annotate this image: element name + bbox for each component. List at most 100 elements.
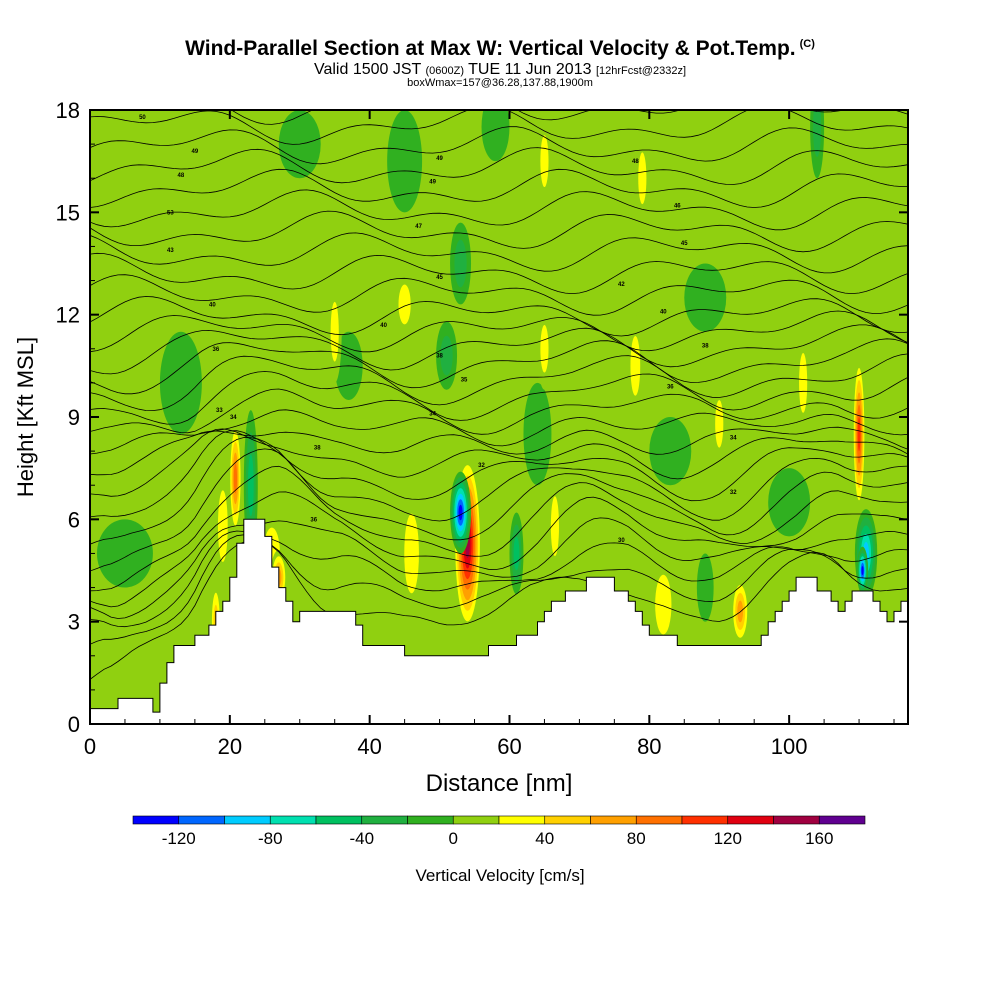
w-contour-band [454,239,467,288]
theta-contour [90,252,908,295]
w-contour-band [630,335,641,396]
contour-label: 47 [415,224,422,230]
colorbar-swatch [590,815,637,825]
w-contour-band [458,504,463,521]
w-cell [399,485,425,622]
contour-label: 49 [429,180,436,186]
w-contour-band [159,331,202,435]
contour-label: 36 [667,384,674,390]
plot-area: 50 49 48 53 43 40 36 33 34 38 36 49 49 47 45 40 38 35 34 32… [89,63,909,725]
contour-label: 33 [216,408,223,414]
chart-subtitle: Valid 1500 JST (0600Z) TUE 11 Jun 2013 [… [313,61,686,78]
w-contour-band [481,110,510,162]
w-cell [712,382,727,465]
contour-label: 48 [632,159,639,165]
w-contour-band [813,110,822,157]
w-cell [810,110,825,179]
w-contour-band [440,335,453,376]
w-contour-band [866,229,895,332]
w-cell [558,229,601,298]
w-contour-band [398,284,411,325]
w-cell [509,512,524,595]
w-cell [768,468,811,537]
w-contour-band [540,135,549,188]
contour-label: 34 [230,415,237,421]
w-cell [450,471,472,554]
w-contour-band [684,263,727,332]
contour-label: 40 [209,302,216,308]
colorbar-swatch [269,815,317,825]
y-tick-label: 9 [68,405,80,430]
w-cell [537,116,552,206]
y-tick-label: 15 [56,200,80,225]
contour-label: 49 [436,156,443,162]
contour-label: 32 [478,463,485,469]
contour-label: 30 [618,538,625,544]
w-contour-band [696,553,714,622]
terrain-mask [90,518,908,724]
w-contour-band [404,513,419,594]
contour-label: 42 [618,282,625,288]
contour-label: 35 [461,377,468,383]
colorbar-swatch [544,815,591,825]
colorbar-label: Vertical Velocity [cm/s] [415,866,584,885]
w-contour-band [540,324,549,373]
theta-contour [90,534,908,645]
w-cell [852,355,866,513]
y-tick-label: 18 [56,98,80,123]
theta-contour [90,189,908,231]
w-cell [310,195,332,264]
y-tick-label: 6 [68,507,80,532]
w-contour-band [233,463,238,494]
w-contour-band [799,353,808,413]
w-contour-band [550,496,560,557]
y-axis-label: Height [Kft MSL] [13,337,38,497]
w-contour-band [131,178,160,315]
contour-label: 45 [436,275,443,281]
theta-contour [90,147,908,185]
w-contour-band [861,565,864,576]
contour-label: 48 [178,173,185,179]
w-cell [394,270,416,339]
w-cell [131,178,160,315]
w-cell [450,222,472,305]
x-axis-label: Distance [nm] [426,770,573,797]
theta-contour [90,274,908,316]
w-contour-band [217,490,228,562]
colorbar-swatch [132,815,180,825]
y-tick-label: 3 [68,610,80,635]
theta-contour [90,232,908,274]
contour-label: 50 [139,115,146,121]
w-contour-band [649,417,692,486]
colorbar-swatch [498,815,546,825]
w-contour-band [638,152,647,205]
y-tick-label: 12 [56,303,80,328]
potential-temperature-contours [90,63,908,680]
theta-contour [90,63,908,104]
y-tick-label: 0 [68,712,80,737]
w-contour-band [513,536,520,571]
colorbar-swatch [315,815,363,825]
chart-subtitle-box: boxWmax=157@36.28,137.88,1900m [407,77,593,89]
theta-contour [90,296,908,337]
w-cell [626,314,644,418]
colorbar-tick-label: -120 [162,829,196,848]
theta-contour [90,338,908,395]
w-cell [649,553,678,656]
theta-contour [90,491,908,608]
colorbar-tick-label: 160 [805,829,833,848]
colorbar-tick-label: 80 [627,829,646,848]
colorbar-tick-label: 120 [714,829,742,848]
colorbar-swatch [178,815,225,825]
theta-contour [90,310,908,353]
w-cell [635,133,650,223]
theta-contour [90,110,908,145]
theta-contour [90,448,908,572]
w-cell [481,110,510,162]
colorbar-tick-label: 0 [449,829,458,848]
colorbar-tick-label: 40 [535,829,554,848]
w-cell [436,321,458,390]
w-cell [214,464,232,588]
theta-contour [90,168,908,208]
